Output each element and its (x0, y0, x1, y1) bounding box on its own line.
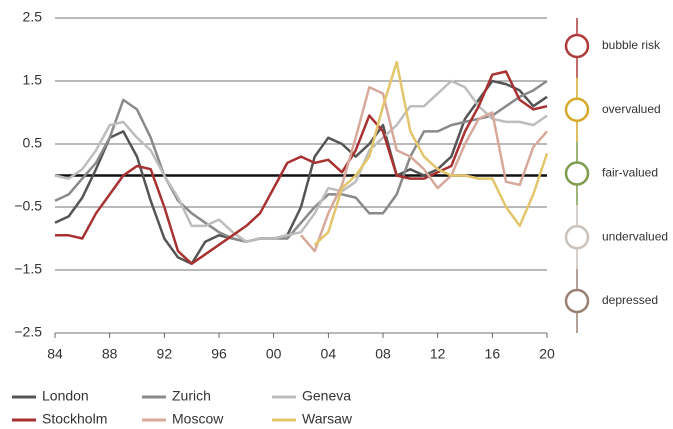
y-tick-label: 0.5 (23, 135, 43, 151)
zone-marker (564, 225, 590, 250)
x-tick-label: 12 (430, 346, 446, 362)
zone-label: depressed (602, 293, 658, 307)
zone-marker (564, 33, 590, 59)
zone-marker (564, 288, 590, 314)
x-tick-label: 08 (375, 346, 391, 362)
legend-label: Warsaw (302, 411, 353, 427)
zone-marker (564, 161, 590, 186)
zone-label: bubble risk (602, 38, 661, 52)
x-tick-label: 96 (211, 346, 227, 362)
series-line (300, 86, 548, 253)
y-tick-label: −1.5 (14, 261, 42, 277)
x-tick-label: 00 (266, 346, 282, 362)
legend-label: London (42, 388, 89, 404)
legend-label: Geneva (302, 388, 351, 404)
legend-label: Stockholm (42, 411, 107, 427)
zone-label: overvalued (602, 102, 661, 116)
y-tick-label: 2.5 (23, 9, 43, 25)
x-tick-label: 92 (157, 346, 173, 362)
series-line (54, 79, 548, 265)
legend-label: Moscow (172, 411, 224, 427)
y-tick-label: −2.5 (14, 324, 42, 340)
series-line (54, 79, 548, 243)
y-tick-label: −0.5 (14, 198, 42, 214)
legend-label: Zurich (172, 388, 211, 404)
x-tick-label: 04 (321, 346, 337, 362)
x-tick-label: 16 (485, 346, 501, 362)
zone-marker (564, 97, 590, 122)
x-tick-label: 88 (102, 346, 118, 362)
y-tick-label: 1.5 (23, 72, 43, 88)
series-line (54, 79, 548, 243)
x-tick-label: 84 (47, 346, 63, 362)
zone-label: fair-valued (602, 166, 658, 180)
series-line (313, 60, 549, 246)
zone-label: undervalued (602, 229, 668, 243)
series-line (55, 70, 548, 265)
x-tick-label: 20 (539, 346, 555, 362)
